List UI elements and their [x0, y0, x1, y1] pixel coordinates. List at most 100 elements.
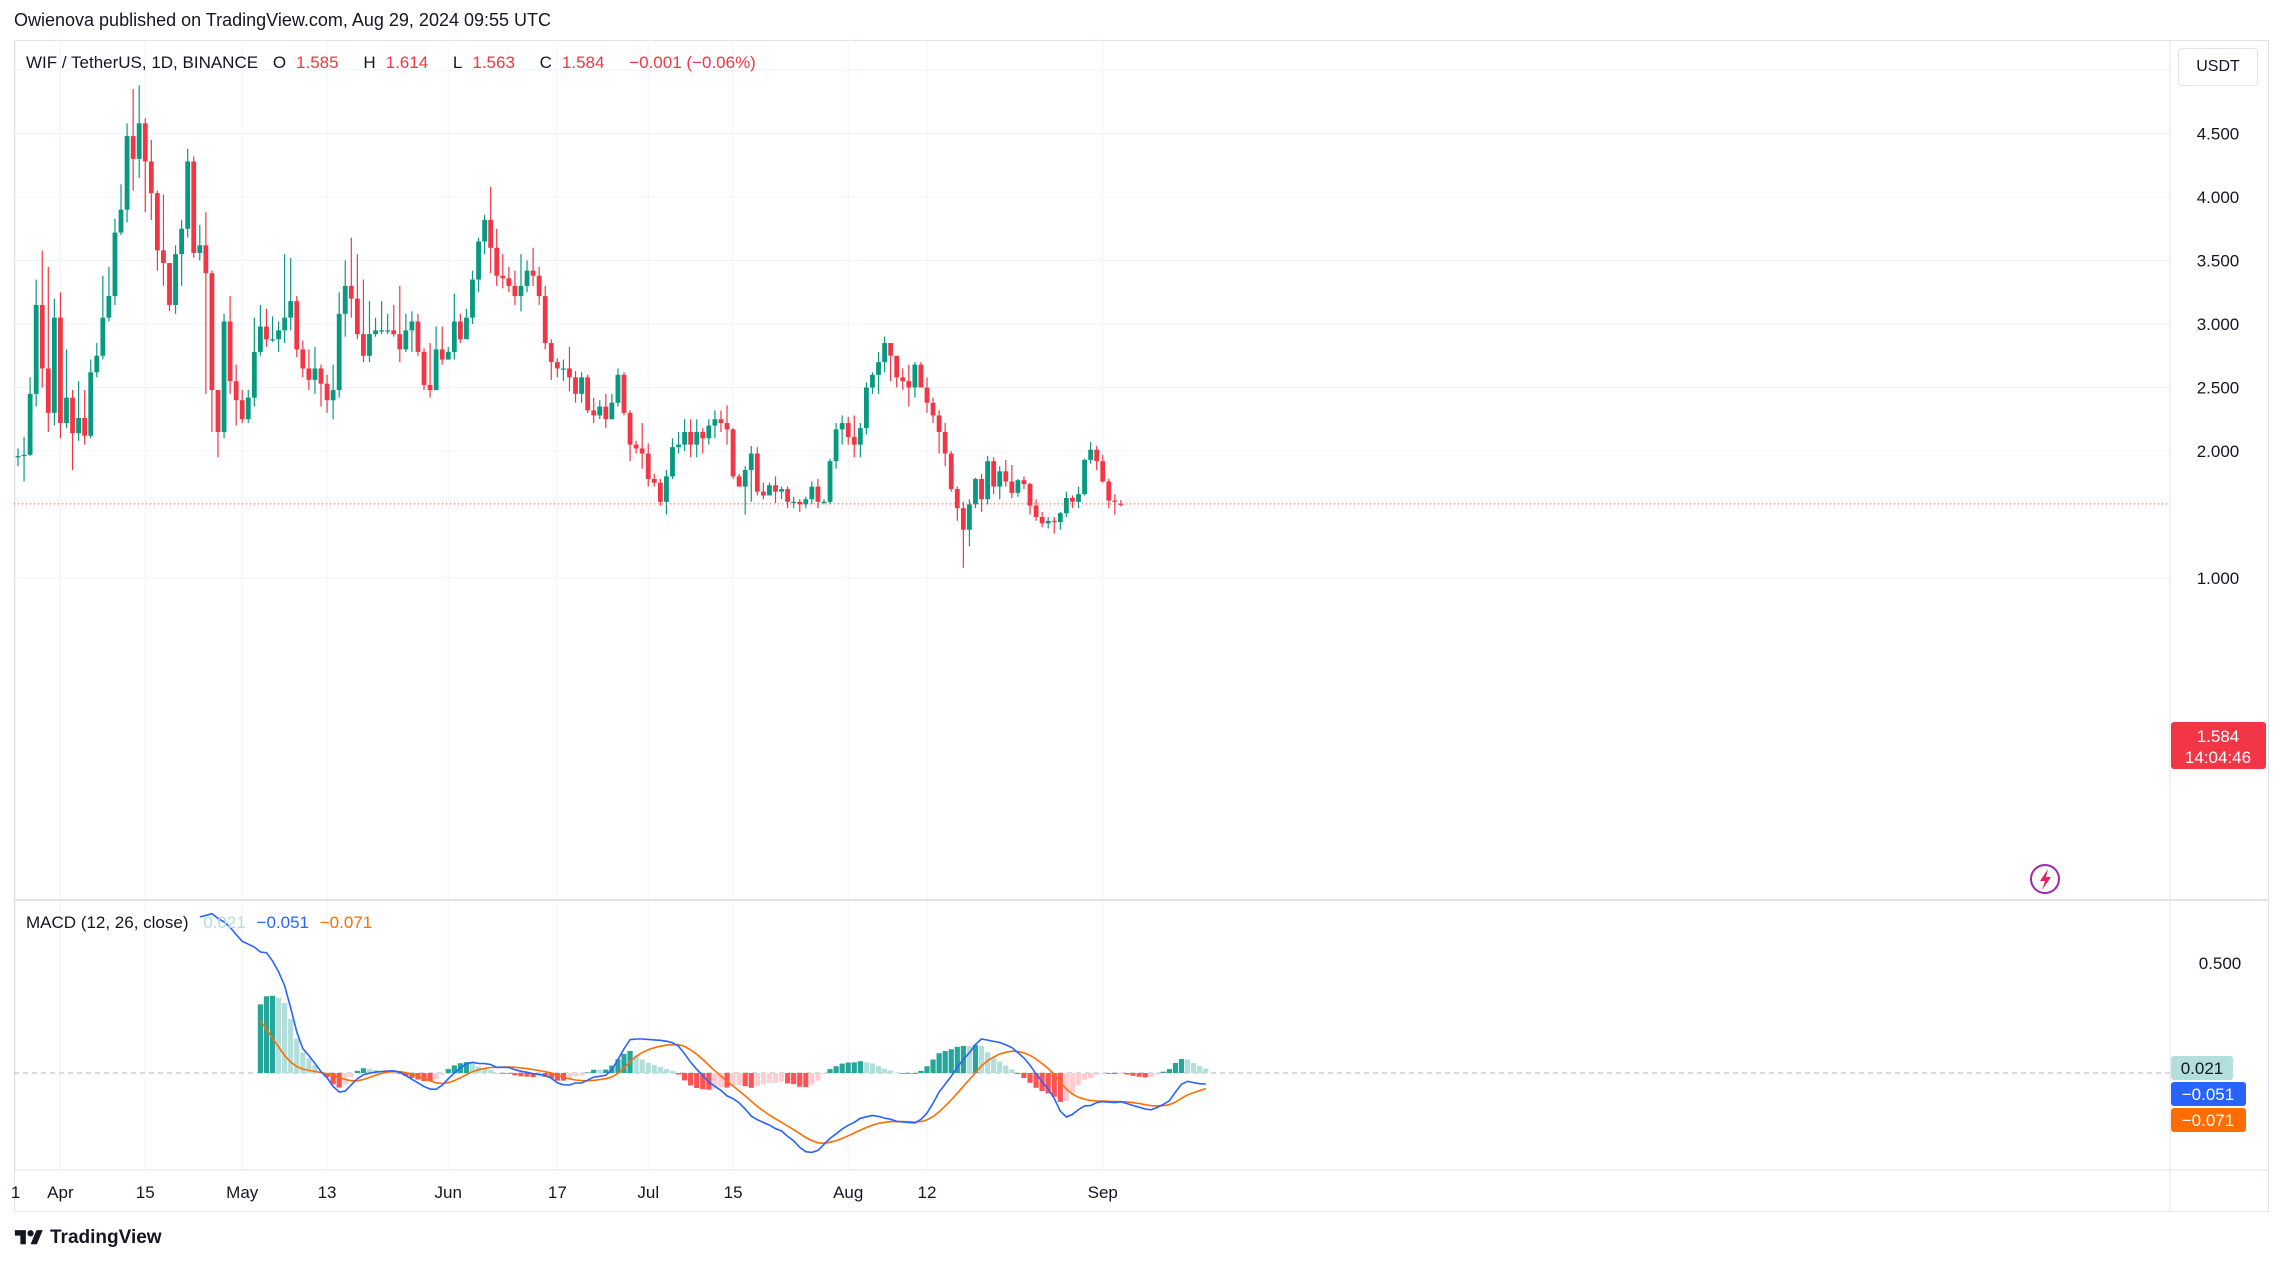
macd-hist-bar: [597, 1069, 603, 1073]
macd-hist-bar: [433, 1073, 439, 1080]
macd-hist-bar: [591, 1069, 597, 1073]
macd-hist-bar: [688, 1073, 694, 1086]
footer-brand: TradingView: [14, 1227, 162, 1249]
macd-hist-bar: [294, 1038, 300, 1073]
macd-hist-bar: [494, 1073, 500, 1074]
candle-body: [645, 453, 651, 479]
macd-hist-bar: [645, 1062, 651, 1073]
candle-body: [894, 355, 900, 378]
candle-body: [773, 485, 778, 492]
macd-hist-bar: [942, 1050, 948, 1073]
currency-button[interactable]: USDT: [2178, 48, 2258, 86]
candle-body: [1088, 449, 1094, 460]
candle-body: [676, 444, 681, 448]
candle-body: [215, 390, 221, 432]
macd-hist-bar: [815, 1073, 821, 1081]
macd-hist-bar: [439, 1073, 445, 1075]
macd-hist-bar: [506, 1073, 512, 1074]
candles: [15, 85, 1124, 568]
candle-body: [688, 431, 694, 445]
macd-hist-bar: [851, 1062, 857, 1073]
macd-hist-bar: [360, 1068, 367, 1073]
macd-signal-tag-value: −0.071: [2182, 1111, 2234, 1130]
macd-hist-bar: [391, 1072, 397, 1074]
candle-body: [736, 476, 742, 487]
time-tick-label: 1: [11, 1183, 20, 1202]
macd-hist-bar: [918, 1070, 924, 1073]
gridlines: [14, 40, 2170, 1170]
candle-body: [1021, 480, 1027, 485]
candle-body: [403, 330, 409, 350]
macd-hist-bar: [785, 1073, 791, 1084]
macd-line-tag: −0.051: [2171, 1082, 2246, 1106]
candle-body: [657, 482, 663, 502]
macd-hist-bar: [930, 1059, 936, 1073]
candle-body: [833, 429, 839, 462]
candle-body: [185, 161, 191, 229]
macd-hist-bar: [633, 1055, 639, 1073]
macd-hist-bar: [1130, 1073, 1136, 1076]
candle-body: [445, 351, 451, 360]
candle-body: [161, 250, 166, 264]
macd-hist-bar: [894, 1072, 900, 1074]
candle-body: [615, 374, 621, 403]
macd-hist-bar: [482, 1068, 488, 1073]
candle-body: [712, 419, 718, 426]
candle-body: [603, 406, 609, 420]
macd-hist-bar: [1124, 1073, 1130, 1075]
macd-hist-bar: [1184, 1059, 1191, 1073]
candle-body: [754, 453, 760, 492]
macd-hist-bar: [348, 1073, 354, 1077]
macd-signal-line: [259, 1020, 1207, 1145]
candle-body: [542, 296, 548, 344]
candle-body: [288, 301, 294, 318]
macd-hist-bar: [548, 1073, 554, 1079]
candle-body: [373, 330, 378, 335]
high-value: H 1.614: [363, 53, 429, 72]
macd-hist-bar: [906, 1073, 912, 1074]
macd-hist-bar: [366, 1068, 373, 1073]
candle-body: [991, 461, 997, 487]
price-tick-label: 3.000: [2197, 315, 2240, 334]
macd-hist-tag-value: 0.021: [2181, 1059, 2224, 1078]
candle-body: [342, 285, 348, 314]
candle-body: [427, 384, 433, 391]
candle-body: [391, 330, 397, 335]
macd-hist-bar: [1094, 1073, 1100, 1075]
macd-hist-bar: [530, 1073, 536, 1078]
time-tick-label: Jun: [435, 1183, 462, 1202]
candle-body: [985, 461, 990, 500]
macd-hist-bar: [651, 1065, 657, 1073]
macd-hist-bar: [797, 1073, 803, 1087]
candle-body: [670, 447, 675, 477]
lightning-icon[interactable]: [2030, 864, 2060, 894]
candle-body: [518, 285, 524, 297]
candle-body: [1033, 505, 1039, 518]
candle-body: [294, 301, 300, 350]
macd-hist-bar: [1057, 1073, 1063, 1102]
candle-body: [148, 161, 154, 194]
macd-hist-bar: [742, 1073, 748, 1087]
macd-signal-tag: −0.071: [2171, 1108, 2246, 1132]
candle-body: [1100, 461, 1106, 482]
chart-panel[interactable]: [14, 40, 2269, 1212]
candle-body: [1051, 520, 1057, 523]
macd-hist-bar: [1112, 1073, 1118, 1075]
macd-hist-bar: [791, 1073, 797, 1085]
macd-title[interactable]: MACD (12, 26, close): [26, 913, 189, 932]
time-tick-label: Apr: [47, 1183, 74, 1202]
time-tick-label: Sep: [1088, 1183, 1118, 1202]
published-caption: Owienova published on TradingView.com, A…: [14, 10, 552, 30]
symbol-name[interactable]: WIF / TetherUS, 1D, BINANCE: [26, 53, 259, 72]
candle-body: [354, 298, 360, 335]
macd-hist-bar: [869, 1063, 876, 1073]
macd-hist-bar: [1003, 1065, 1009, 1073]
macd-hist-bar: [1009, 1069, 1015, 1073]
macd-hist-bar: [845, 1062, 851, 1073]
time-tick-label: Aug: [833, 1183, 863, 1202]
price-tag: 1.584 14:04:46: [2171, 722, 2266, 769]
macd-line: [199, 912, 1206, 1154]
macd-hist-bar: [991, 1057, 997, 1073]
candle-body: [1027, 484, 1033, 506]
